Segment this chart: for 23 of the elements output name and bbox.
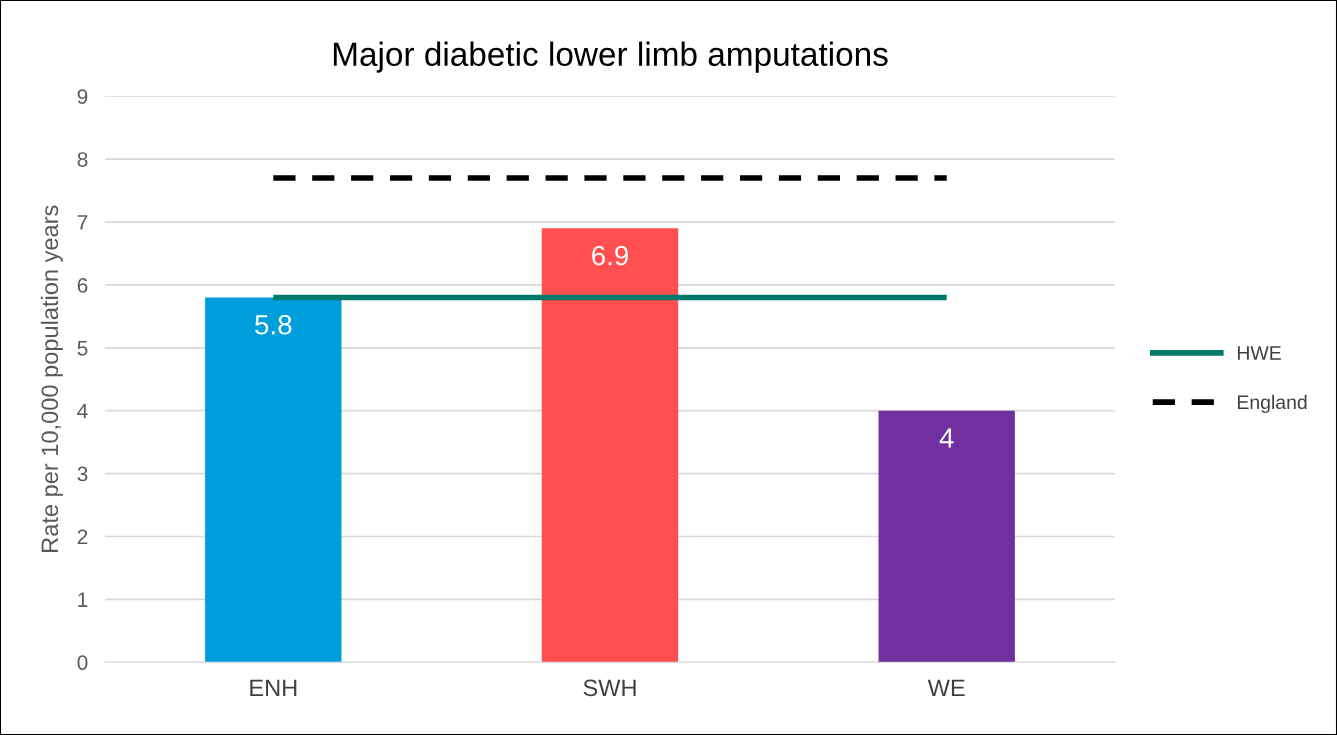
y-axis-title: Rate per 10,000 population years — [40, 205, 63, 552]
bar — [541, 228, 679, 663]
bar — [878, 410, 1015, 663]
y-tick-label: 5 — [77, 341, 88, 356]
y-tick-label: 2 — [77, 529, 88, 545]
x-tick-label: SWH — [583, 679, 636, 697]
x-tick-label: WE — [927, 679, 965, 697]
y-tick-label: 4 — [77, 403, 88, 419]
y-tick-label: 8 — [77, 152, 88, 167]
y-tick-label: 1 — [78, 592, 88, 607]
bar — [205, 297, 342, 663]
y-tick-label: 6 — [77, 277, 88, 293]
x-tick-label: ENH — [250, 679, 297, 697]
data-label: 6.9 — [592, 245, 628, 266]
chart-title: Major diabetic lower limb amputations — [333, 41, 888, 73]
data-label: 5.8 — [255, 314, 292, 335]
y-tick-label: 9 — [77, 89, 88, 105]
y-tick-label: 3 — [77, 466, 88, 482]
y-tick-label: 7 — [77, 215, 88, 230]
y-tick-label: 0 — [77, 655, 88, 670]
legend-label: England — [1237, 394, 1307, 413]
legend-label: HWE — [1237, 346, 1281, 360]
data-label: 4 — [939, 428, 954, 448]
